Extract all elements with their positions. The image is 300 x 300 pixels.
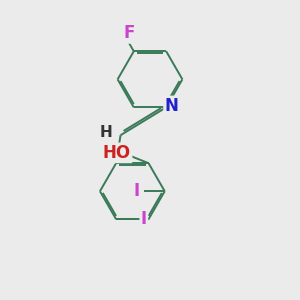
Text: I: I xyxy=(141,210,147,228)
Text: I: I xyxy=(134,182,140,200)
Text: H: H xyxy=(100,125,112,140)
Text: N: N xyxy=(165,97,178,115)
Text: F: F xyxy=(123,24,134,42)
Text: HO: HO xyxy=(103,144,131,162)
